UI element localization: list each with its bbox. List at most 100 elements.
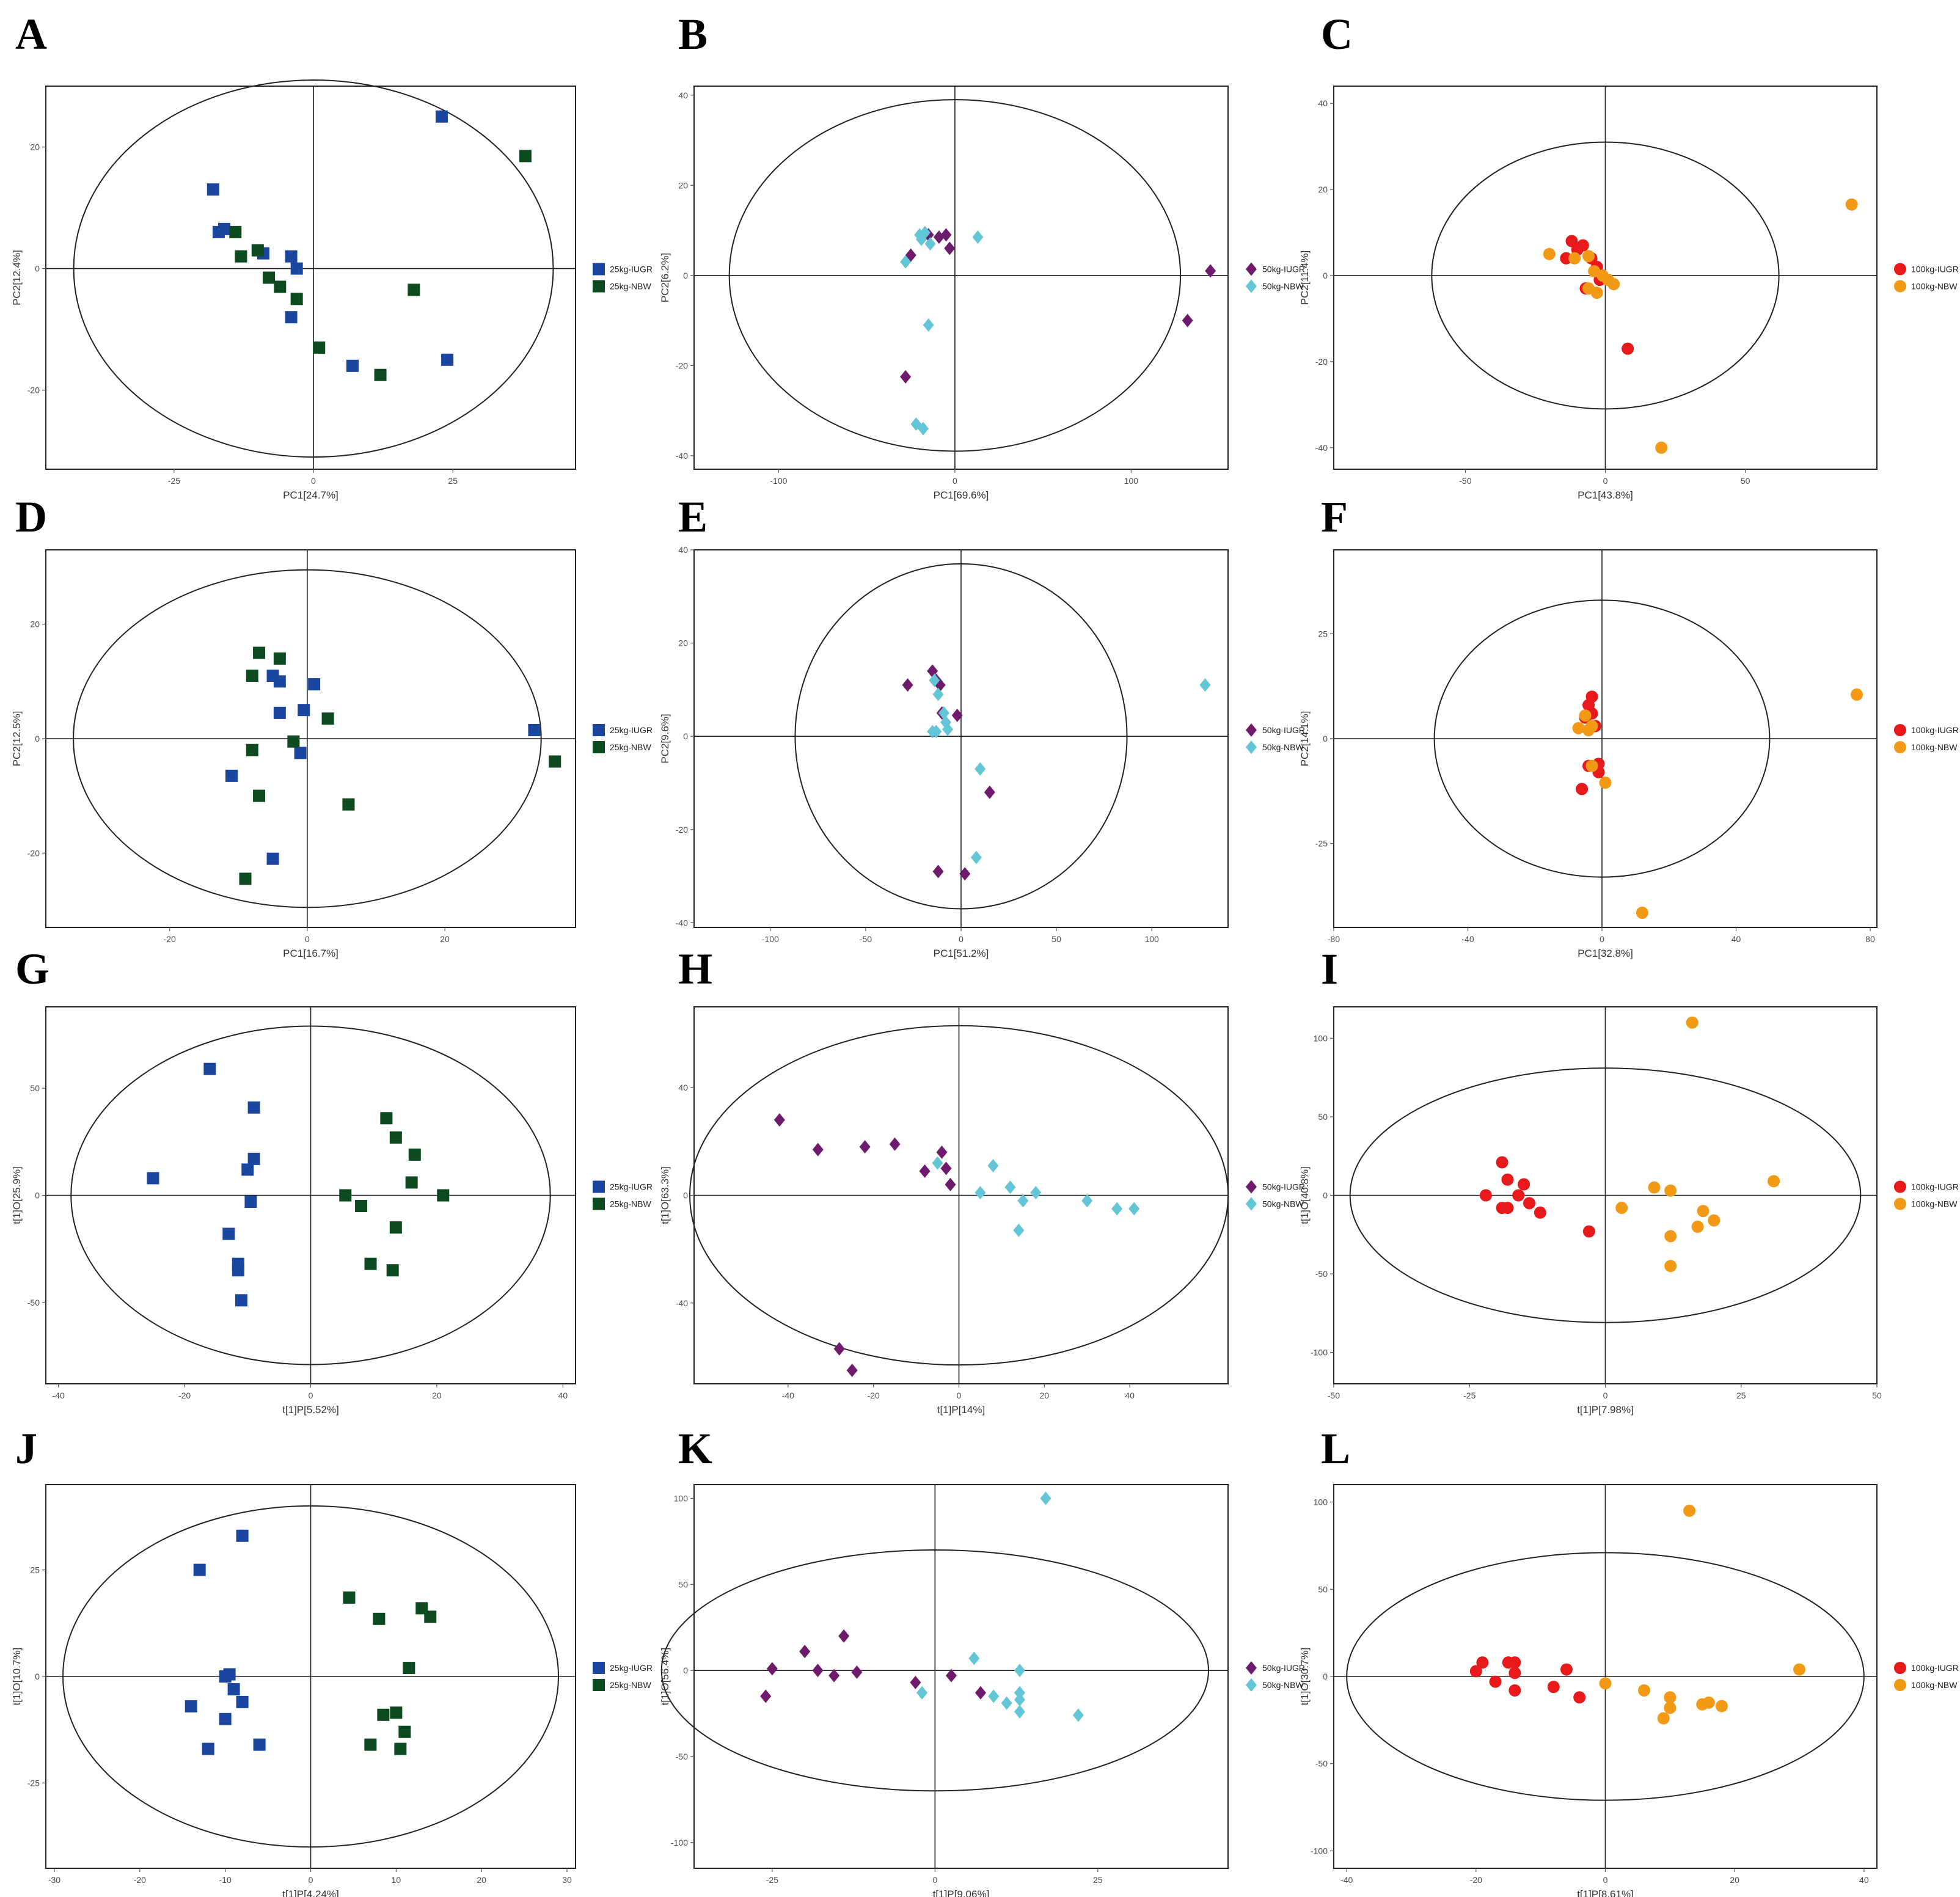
y-tick-label: -50: [676, 1752, 688, 1761]
data-point-25kg-NBW: [342, 798, 355, 811]
data-point-50kg-NBW: [1004, 1180, 1016, 1194]
data-point-25kg-IUGR: [203, 1062, 216, 1075]
y-tick-label: 0: [35, 734, 40, 744]
data-point-50kg-IUGR: [889, 1137, 901, 1151]
legend-label: 50kg-NBW: [1262, 1199, 1304, 1209]
legend-key-25kg-IUGR: [593, 263, 605, 276]
x-axis-label: PC1[51.2%]: [934, 948, 989, 959]
data-point-100kg-NBW: [1691, 1220, 1704, 1233]
y-tick-label: 20: [30, 142, 40, 152]
data-point-50kg-NBW: [1013, 1223, 1025, 1237]
data-point-100kg-NBW: [1585, 759, 1598, 772]
data-point-50kg-IUGR: [946, 1669, 957, 1683]
legend-key-25kg-IUGR: [593, 1180, 605, 1193]
panel-K: K -25 0 25 -100 -50 0 50 100 t[1]P[9.06%] t[1]O[56…: [659, 1424, 1305, 1897]
data-point-100kg-NBW: [1768, 1175, 1780, 1188]
legend-label: 25kg-IUGR: [610, 725, 653, 735]
data-point-25kg-IUGR: [222, 1227, 235, 1240]
data-point-50kg-IUGR: [927, 664, 938, 678]
data-point-100kg-IUGR: [1469, 1665, 1482, 1678]
legend-label: 50kg-IUGR: [1262, 1182, 1305, 1192]
legend-key-100kg-IUGR: [1894, 263, 1906, 276]
y-tick-label: 20: [678, 180, 688, 190]
data-point-25kg-NBW: [390, 1706, 403, 1719]
panel-D: D -20 0 20 -20 0 20 PC1[16.7%] PC2[12.5%] 25kg-IU…: [11, 492, 653, 959]
data-point-25kg-IUGR: [235, 1294, 247, 1307]
x-tick-label: -50: [1459, 476, 1471, 486]
panel-A: A -25 0 25 -20 0 20 PC1[24.7%] PC2[12.4%] 25kg-IU…: [11, 10, 653, 501]
legend-key-25kg-IUGR: [593, 1662, 605, 1674]
data-point-25kg-NBW: [374, 368, 387, 381]
legend-key-25kg-NBW: [593, 1679, 605, 1691]
legend-label: 50kg-NBW: [1262, 742, 1304, 752]
data-point-25kg-IUGR: [346, 359, 359, 372]
x-tick-label: 0: [959, 934, 964, 944]
data-point-25kg-IUGR: [193, 1563, 206, 1576]
data-point-25kg-NBW: [380, 1112, 393, 1125]
x-tick-label: -100: [770, 476, 787, 486]
x-tick-label: 25: [448, 476, 458, 486]
data-point-100kg-IUGR: [1576, 239, 1589, 252]
data-point-50kg-NBW: [987, 1159, 999, 1173]
data-point-100kg-IUGR: [1560, 252, 1573, 265]
y-tick-label: -20: [27, 386, 40, 395]
y-tick-label: 100: [1314, 1033, 1328, 1043]
panel-letter-A: A: [15, 10, 47, 59]
x-tick-label: 0: [932, 1875, 937, 1885]
data-point-25kg-IUGR: [294, 747, 307, 759]
data-point-100kg-IUGR: [1479, 1189, 1492, 1202]
y-tick-label: -20: [676, 825, 688, 835]
data-point-50kg-IUGR: [859, 1140, 871, 1154]
y-tick-label: 25: [30, 1565, 40, 1575]
legend-label: 25kg-NBW: [610, 282, 651, 291]
panel-G: G -40 -20 0 20 40 -50 0 50 t[1]P[5.52%] t[1]O[25.9…: [11, 945, 653, 1416]
data-point-50kg-IUGR: [936, 1145, 948, 1159]
data-point-100kg-IUGR: [1560, 1663, 1573, 1676]
data-point-25kg-NBW: [263, 271, 276, 284]
data-point-50kg-NBW: [1081, 1194, 1093, 1208]
x-tick-label: -20: [134, 1875, 146, 1885]
x-tick-label: -40: [53, 1391, 65, 1400]
legend-label: 100kg-IUGR: [1911, 1182, 1959, 1192]
legend-key-50kg-IUGR: [1246, 1180, 1257, 1194]
data-point-25kg-NBW: [274, 280, 287, 293]
plot-frame: [45, 86, 576, 470]
data-point-50kg-NBW: [931, 725, 942, 739]
data-point-100kg-NBW: [1615, 1202, 1628, 1215]
data-point-100kg-IUGR: [1496, 1202, 1508, 1215]
x-tick-label: -40: [782, 1391, 794, 1400]
panel-letter-C: C: [1321, 10, 1353, 59]
y-axis-label: PC2[12.4%]: [11, 250, 23, 305]
data-point-25kg-NBW: [403, 1662, 415, 1675]
x-axis-label: t[1]P[14%]: [937, 1404, 985, 1416]
data-point-50kg-NBW: [923, 318, 934, 332]
panel-letter-L: L: [1321, 1424, 1350, 1473]
y-tick-label: 100: [1314, 1497, 1328, 1507]
y-tick-label: -25: [1315, 839, 1328, 849]
data-point-25kg-NBW: [364, 1738, 377, 1751]
data-point-50kg-IUGR: [959, 867, 971, 881]
x-axis-label: PC1[16.7%]: [283, 948, 338, 959]
data-point-25kg-NBW: [246, 670, 258, 682]
y-tick-label: -20: [676, 360, 688, 370]
y-tick-label: -50: [1315, 1759, 1328, 1769]
data-point-100kg-NBW: [1851, 688, 1863, 701]
data-point-50kg-IUGR: [1205, 264, 1216, 278]
data-point-50kg-NBW: [1040, 1491, 1051, 1505]
data-point-100kg-IUGR: [1622, 342, 1634, 355]
data-point-25kg-NBW: [273, 652, 286, 665]
legend-key-100kg-NBW: [1894, 741, 1906, 753]
data-point-25kg-NBW: [253, 789, 266, 802]
legend-label: 50kg-IUGR: [1262, 725, 1305, 735]
x-tick-label: -40: [1461, 934, 1474, 944]
x-tick-label: -25: [766, 1875, 778, 1885]
y-tick-label: 40: [1318, 98, 1328, 108]
data-point-50kg-NBW: [972, 230, 984, 244]
x-tick-label: 10: [392, 1875, 401, 1885]
y-axis-label: PC2[11.4%]: [1299, 250, 1311, 305]
data-point-50kg-IUGR: [900, 370, 912, 384]
x-tick-label: 30: [562, 1875, 572, 1885]
data-point-50kg-NBW: [1014, 1664, 1025, 1678]
data-point-25kg-IUGR: [219, 1712, 232, 1725]
y-tick-label: 0: [1323, 271, 1328, 280]
